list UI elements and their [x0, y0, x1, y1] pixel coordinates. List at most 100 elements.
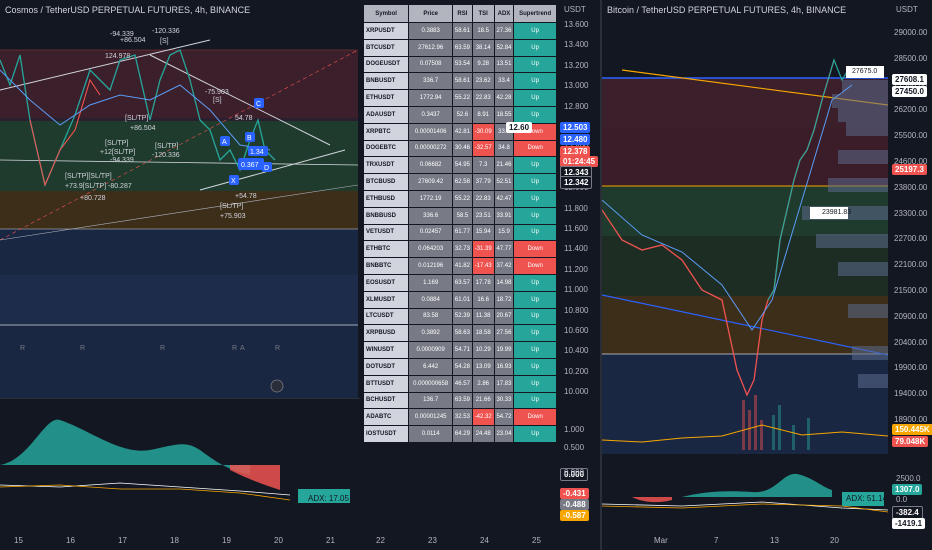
screener-table: Symbol Price RSI TSI ADX Supertrend XRPU…	[362, 4, 557, 443]
left-price-axis[interactable]: USDT 13.60013.40013.20013.00012.80012.60…	[558, 0, 600, 550]
col-adx[interactable]: ADX	[493, 4, 515, 23]
screener-row[interactable]: ETHBUSD 1772.19 55.22 22.83 42.47 Up	[362, 189, 557, 208]
adx-cell: 33.91	[493, 206, 515, 225]
adx-cell: 15.9	[493, 223, 515, 242]
screener-row[interactable]: ADAUSDT 0.3437 52.6 8.91 18.55 Up	[362, 105, 557, 124]
left-x-tick: 18	[170, 536, 179, 545]
svg-text:-75.903: -75.903	[205, 89, 229, 96]
rsi-cell: 52.39	[452, 307, 473, 326]
screener-row[interactable]: ETHBTC 0.064203 32.73 -31.39 47.77 Down	[362, 240, 557, 259]
tsi-cell: 23.51	[471, 206, 495, 225]
rsi-cell: 54.95	[452, 156, 473, 175]
screener-row[interactable]: ADABTC 0.00001245 32.53 -42.32 54.72 Down	[362, 408, 557, 427]
right-oscillator-canvas[interactable]	[602, 462, 888, 532]
screener-row[interactable]: VETUSDT 0.02457 61.77 15.94 15.9 Up	[362, 223, 557, 242]
supertrend-cell: Up	[513, 425, 557, 443]
price-cell: 1.169	[408, 273, 454, 292]
left-price-tick: 11.000	[564, 285, 588, 295]
tsi-cell: 2.86	[471, 374, 495, 393]
left-price-tick: 13.400	[564, 40, 589, 50]
left-chart-canvas[interactable]: C A B X D 0.367 1.34 R R R R A R -94.339…	[0, 0, 360, 400]
screener-row[interactable]: DOGEBTC 0.00000272 30.46 -32.57 34.8 Down	[362, 139, 557, 158]
screener-row[interactable]: BTTUSDT 0.000000658 46.57 2.86 17.83 Up	[362, 374, 557, 393]
screener-row[interactable]: BTCUSDT 27612.96 63.59 38.14 52.84 Up	[362, 38, 557, 57]
price-cell: 1772.94	[408, 89, 454, 107]
right-chart-pane[interactable]: Bitcoin / TetherUSD PERPETUAL FUTURES, 4…	[602, 0, 932, 550]
screener-row[interactable]: BCHUSDT 136.7 63.59 21.66 30.33 Up	[362, 391, 557, 410]
symbol-cell: XRPBUSD	[362, 324, 410, 343]
right-price-tick: 24600.00	[894, 157, 928, 166]
left-price-tick: 11.600	[564, 224, 588, 233]
screener-row[interactable]: EOSUSDT 1.169 63.57 17.78 14.98 Up	[362, 273, 557, 292]
col-symbol[interactable]: Symbol	[362, 4, 410, 23]
screener-row[interactable]: LTCUSDT 83.58 52.39 11.38 20.67 Up	[362, 307, 557, 326]
svg-text:R: R	[232, 345, 237, 352]
right-volume-badge: 150.445K	[892, 424, 932, 435]
supertrend-cell: Up	[513, 89, 557, 107]
price-cell: 0.000000658	[408, 374, 454, 393]
right-price-axis[interactable]: USDT 29000.0028500.0027500.0026200.00255…	[890, 0, 932, 550]
adx-cell: 20.67	[493, 307, 515, 326]
right-x-tick: Mar	[654, 536, 668, 545]
svg-text:[SL/TP]: [SL/TP]	[220, 203, 243, 210]
tsi-cell: 18.5	[471, 22, 495, 40]
left-price-badge: 12.378	[560, 146, 591, 157]
supertrend-cell: Up	[513, 374, 557, 393]
right-x-axis: Mar 7 13 20	[602, 530, 888, 550]
price-cell: 27612.96	[408, 38, 454, 57]
screener-row[interactable]: BNBUSDT 336.7 58.61 23.62 33.4 Up	[362, 72, 557, 91]
screener-row[interactable]: XRPUSDT 0.3883 58.61 18.5 27.36 Up	[362, 22, 557, 40]
screener-row[interactable]: IOSTUSDT 0.0114 64.29 24.48 23.04 Up	[362, 425, 557, 443]
supertrend-cell: Up	[513, 290, 557, 309]
svg-text:[SL/TP][SL/TP]: [SL/TP][SL/TP]	[65, 173, 112, 180]
screener-row[interactable]: ETHUSDT 1772.94 55.22 22.83 42.28 Up	[362, 89, 557, 107]
adx-cell: 27.36	[493, 22, 515, 40]
left-x-tick: 23	[428, 536, 437, 545]
symbol-cell: DOGEUSDT	[362, 55, 410, 74]
symbol-cell: BNBBUSD	[362, 206, 410, 225]
left-osc-badge: -0.431	[560, 488, 589, 499]
price-cell: 0.07508	[408, 55, 454, 74]
left-osc-badge: -0.488	[560, 499, 589, 510]
screener-row[interactable]: WINUSDT 0.0000909 54.71 10.29 19.99 Up	[362, 341, 557, 359]
adx-cell: 27.56	[493, 324, 515, 343]
adx-cell: 47.77	[493, 240, 515, 259]
screener-row[interactable]: XLMUSDT 0.0884 61.01 16.6 18.72 Up	[362, 290, 557, 309]
left-price-tick: 10.800	[564, 305, 589, 315]
left-x-tick: 22	[376, 536, 385, 545]
svg-text:[SL/TP]: [SL/TP]	[125, 115, 148, 122]
supertrend-cell: Up	[513, 22, 557, 40]
screener-header-row: Symbol Price RSI TSI ADX Supertrend	[362, 4, 557, 23]
right-price-tick: 29000.00	[894, 28, 928, 37]
symbol-cell: DOTUSDT	[362, 357, 410, 376]
supertrend-cell: Up	[513, 324, 557, 343]
rsi-cell: 63.57	[452, 273, 473, 292]
screener-row[interactable]: BNBBTC 0.012196 41.82 -17.43 37.42 Down	[362, 257, 557, 275]
left-price-tick: 10.200	[564, 366, 589, 376]
screener-row[interactable]: XRPBUSD 0.3892 58.63 18.58 27.56 Up	[362, 324, 557, 343]
svg-text:R: R	[160, 345, 165, 352]
left-price-tick: 10.400	[564, 346, 589, 356]
col-supertrend[interactable]: Supertrend	[513, 4, 557, 23]
price-cell: 1772.19	[408, 189, 454, 208]
tsi-cell: 22.83	[471, 89, 495, 107]
left-osc-zero-badge: 0.000	[560, 468, 589, 481]
svg-text:124.978: 124.978	[105, 53, 130, 60]
right-chart-canvas[interactable]	[602, 0, 888, 460]
screener-row[interactable]: DOGEUSDT 0.07508 53.54 9.28 13.51 Up	[362, 55, 557, 74]
left-chart-pane[interactable]: Cosmos / TetherUSD PERPETUAL FUTURES, 4h…	[0, 0, 541, 550]
screener-row[interactable]: BNBBUSD 336.6 58.5 23.51 33.91 Up	[362, 206, 557, 225]
col-rsi[interactable]: RSI	[452, 4, 473, 23]
screener-row[interactable]: BTCBUSD 27609.42 62.58 37.79 52.51 Up	[362, 173, 557, 191]
tsi-cell: 24.48	[471, 425, 495, 443]
rsi-cell: 61.77	[452, 223, 473, 242]
col-price[interactable]: Price	[408, 4, 454, 23]
left-oscillator-canvas[interactable]	[0, 405, 360, 530]
screener-row[interactable]: DOTUSDT 6.442 54.28 13.09 16.93 Up	[362, 357, 557, 376]
col-tsi[interactable]: TSI	[471, 4, 495, 23]
rsi-cell: 55.22	[452, 89, 473, 107]
left-x-tick: 20	[274, 536, 283, 545]
supertrend-cell: Up	[513, 72, 557, 91]
screener-row[interactable]: TRXUSDT 0.06682 54.95 7.3 21.46 Up	[362, 156, 557, 175]
tsi-cell: -32.57	[471, 139, 495, 158]
